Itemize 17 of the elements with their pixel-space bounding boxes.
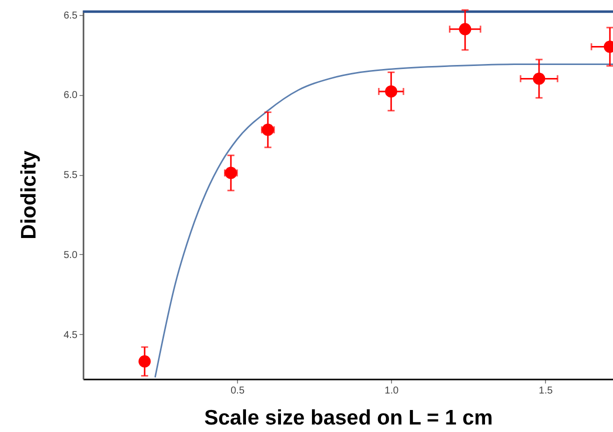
y-tick-label: 6.5 [64,10,78,22]
x-tick-label: 1.0 [384,386,400,396]
x-axis-title: Scale size based on L = 1 cm [204,406,493,430]
line-series [154,64,613,378]
y-tick-label: 6.0 [64,90,78,102]
point [224,166,238,180]
point [532,72,546,85]
point [138,355,151,368]
x-tick-label: 0.5 [230,386,245,396]
y-tick-label: 4.5 [64,330,78,341]
y-tick-label: 5.0 [64,250,78,261]
y-axis-title: Diodicity [18,150,41,240]
point [458,23,472,36]
y-tick-label: 5.5 [64,170,78,182]
x-tick-label: 1.5 [538,386,554,396]
point [262,124,274,136]
point [385,85,398,98]
